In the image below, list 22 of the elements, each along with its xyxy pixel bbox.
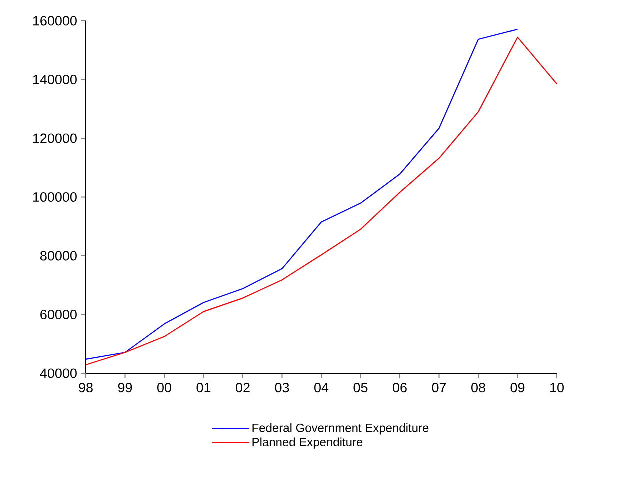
x-tick-label: 10 <box>550 383 564 393</box>
y-tick-label: 160000 <box>33 16 77 26</box>
legend-label: Planned Expenditure <box>252 438 363 449</box>
x-tick-label: 08 <box>472 383 486 393</box>
y-tick-label: 120000 <box>33 134 77 144</box>
y-tick-label: 40000 <box>40 368 77 378</box>
x-tick-label: 07 <box>432 383 446 393</box>
x-tick-label: 04 <box>314 383 329 393</box>
x-tick-label: 05 <box>354 383 368 393</box>
y-tick-label: 60000 <box>40 310 77 320</box>
y-tick-label: 140000 <box>33 74 77 85</box>
x-tick-label: 98 <box>79 383 93 393</box>
x-tick-label: 06 <box>393 383 407 393</box>
x-tick-label: 01 <box>196 383 211 393</box>
x-tick-label: 99 <box>118 383 132 393</box>
x-tick-label: 00 <box>158 383 172 393</box>
y-tick-label: 80000 <box>40 251 77 261</box>
y-tick-label: 100000 <box>33 192 77 202</box>
legend-label: Federal Government Expenditure <box>252 424 429 435</box>
x-tick-label: 03 <box>275 383 290 393</box>
x-tick-label: 09 <box>510 383 525 393</box>
x-tick-label: 02 <box>236 383 250 393</box>
